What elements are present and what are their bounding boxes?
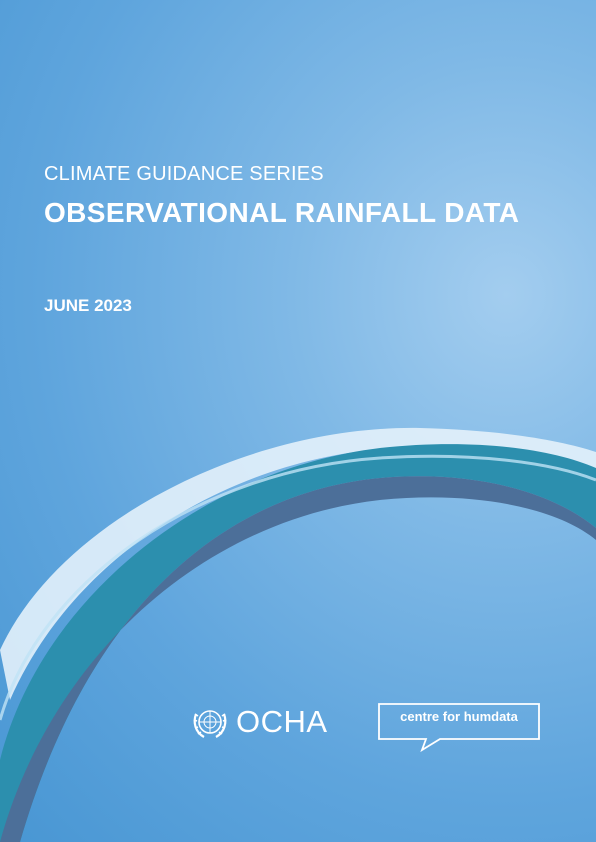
ocha-name: OCHA: [236, 704, 328, 739]
publication-date: JUNE 2023: [44, 296, 132, 315]
speech-bubble-icon: [378, 703, 540, 753]
ocha-logo: OCHA: [190, 701, 328, 743]
series-label: CLIMATE GUIDANCE SERIES: [44, 163, 324, 185]
document-title: OBSERVATIONAL RAINFALL DATA: [44, 197, 520, 228]
humdata-logo: centre for humdata: [378, 703, 540, 753]
un-emblem-icon: [193, 710, 227, 738]
humdata-name: centre for humdata: [400, 709, 518, 724]
